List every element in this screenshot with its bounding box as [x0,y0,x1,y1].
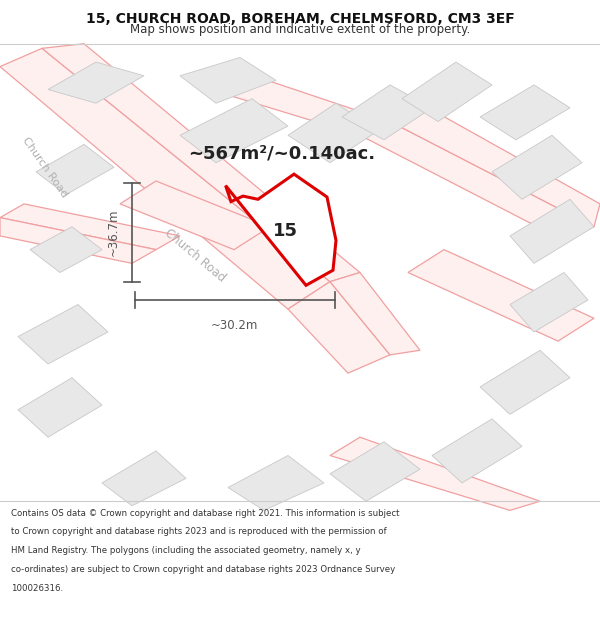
Polygon shape [30,227,102,272]
Polygon shape [180,58,276,103]
Polygon shape [360,121,594,241]
Polygon shape [180,99,288,162]
Text: co-ordinates) are subject to Crown copyright and database rights 2023 Ordnance S: co-ordinates) are subject to Crown copyr… [11,565,395,574]
Text: ~567m²/~0.140ac.: ~567m²/~0.140ac. [188,144,376,162]
Polygon shape [288,282,390,373]
Text: to Crown copyright and database rights 2023 and is reproduced with the permissio: to Crown copyright and database rights 2… [11,528,386,536]
Polygon shape [330,272,420,355]
Polygon shape [18,304,108,364]
Text: HM Land Registry. The polygons (including the associated geometry, namely x, y: HM Land Registry. The polygons (includin… [11,546,361,555]
Polygon shape [0,48,330,309]
Polygon shape [0,217,156,263]
Text: Contains OS data © Crown copyright and database right 2021. This information is : Contains OS data © Crown copyright and d… [11,509,400,518]
Polygon shape [408,249,594,341]
Text: ~30.2m: ~30.2m [211,319,259,332]
Polygon shape [480,350,570,414]
Text: ~36.7m: ~36.7m [106,209,119,256]
Text: 15, CHURCH ROAD, BOREHAM, CHELMSFORD, CM3 3EF: 15, CHURCH ROAD, BOREHAM, CHELMSFORD, CM… [86,12,514,26]
Text: Church Road: Church Road [162,226,228,284]
Polygon shape [0,204,180,249]
Text: 15: 15 [272,222,298,241]
Polygon shape [18,378,102,438]
Polygon shape [210,71,390,135]
Polygon shape [288,103,378,162]
Polygon shape [390,103,600,227]
Polygon shape [228,456,324,511]
Bar [0,44,600,501]
Polygon shape [226,174,336,285]
Polygon shape [510,199,594,263]
Polygon shape [342,85,432,140]
Polygon shape [48,62,144,103]
Polygon shape [330,438,540,511]
Polygon shape [330,442,420,501]
Polygon shape [36,144,114,195]
Polygon shape [42,44,360,282]
Polygon shape [432,419,522,483]
Text: 100026316.: 100026316. [11,584,63,592]
Polygon shape [480,85,570,140]
Text: Church Road: Church Road [20,135,70,199]
Polygon shape [102,451,186,506]
Polygon shape [510,272,588,332]
Polygon shape [492,135,582,199]
Polygon shape [120,181,270,249]
Text: Map shows position and indicative extent of the property.: Map shows position and indicative extent… [130,24,470,36]
Polygon shape [402,62,492,121]
